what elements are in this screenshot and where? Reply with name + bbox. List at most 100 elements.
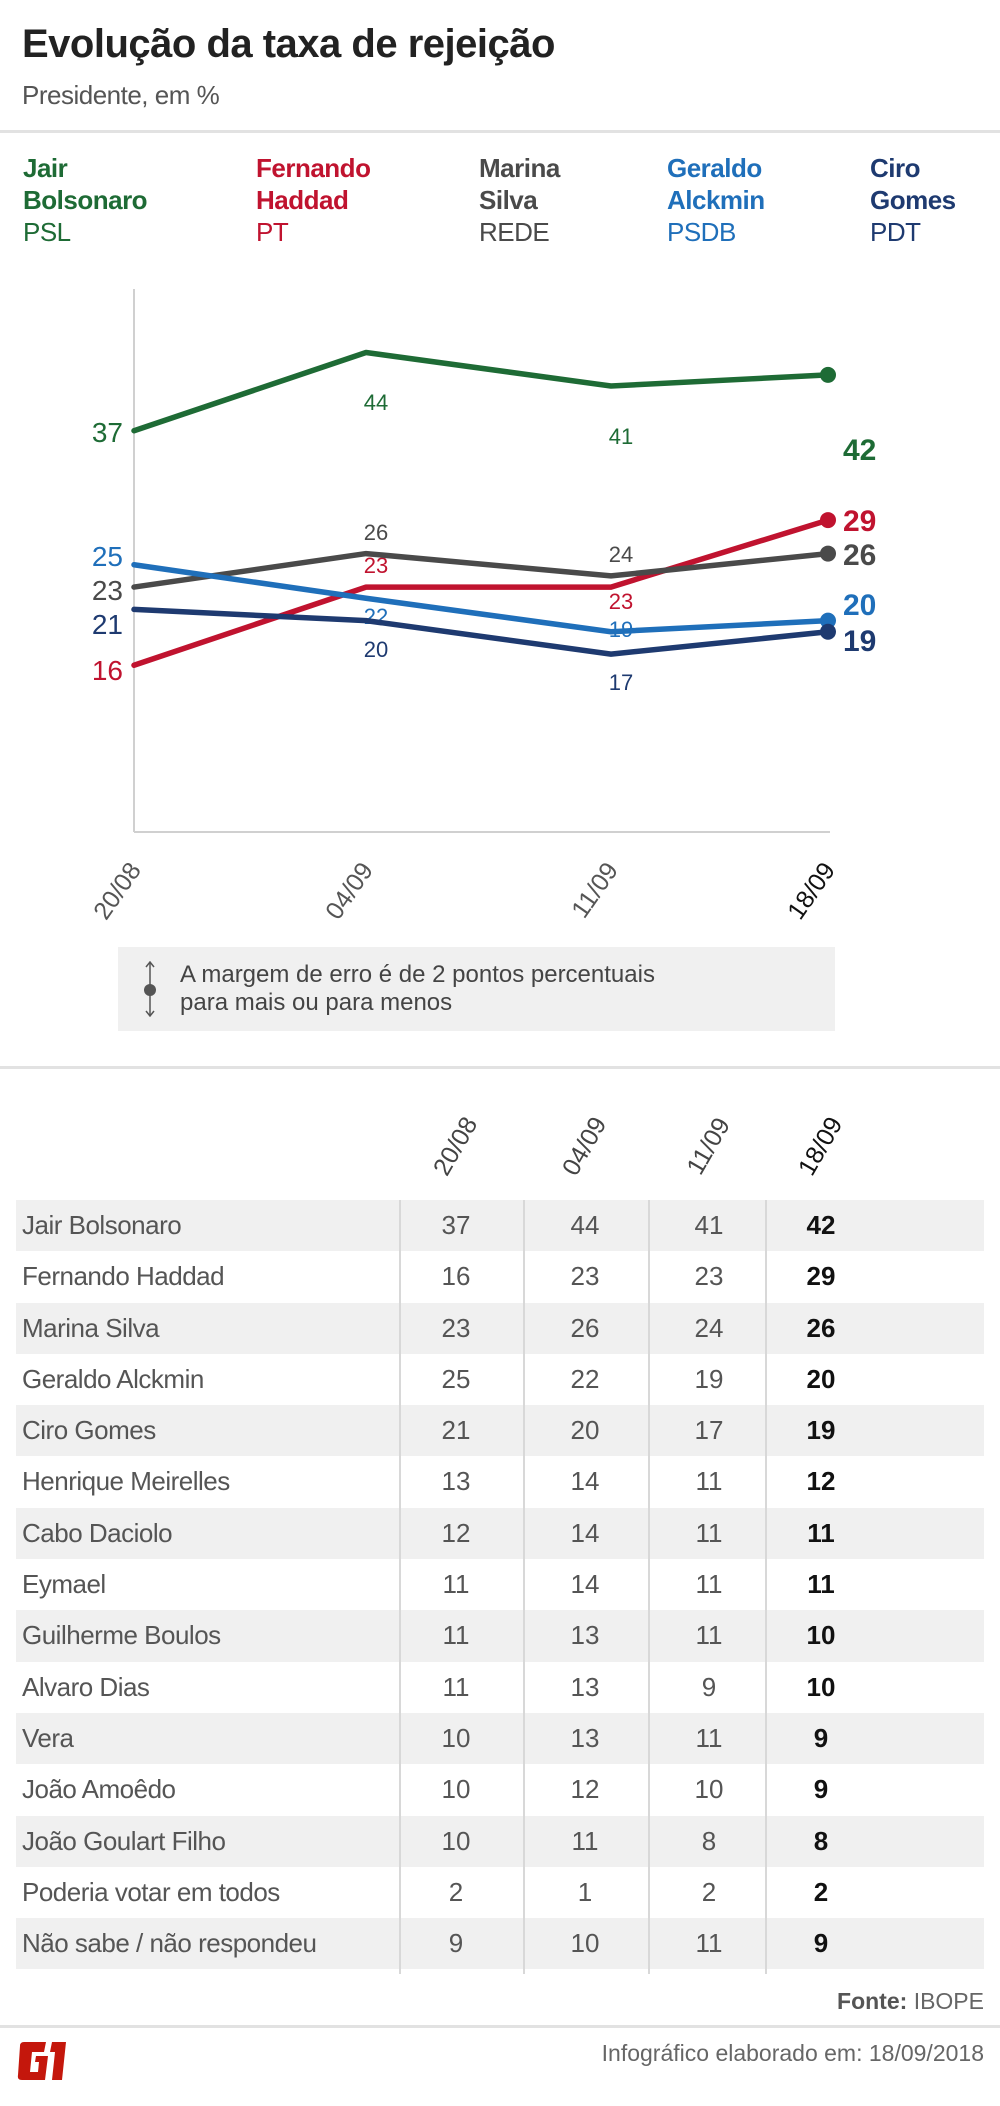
cell-value: 11 bbox=[695, 1466, 723, 1497]
data-label: 24 bbox=[609, 542, 633, 567]
cell-value: 9 bbox=[813, 1774, 829, 1805]
column-divider bbox=[648, 1200, 650, 1974]
margin-of-error-note: A margem de erro é de 2 pontos percentua… bbox=[118, 947, 835, 1031]
legend-party: PDT bbox=[870, 217, 921, 247]
table-row: Cabo Daciolo 12 14 11 11 bbox=[16, 1507, 984, 1560]
cell-value: 9 bbox=[813, 1928, 829, 1959]
data-label: 41 bbox=[609, 424, 633, 449]
row-name: Poderia votar em todos bbox=[22, 1876, 280, 1907]
cell-value: 17 bbox=[694, 1415, 724, 1446]
cell-value: 26 bbox=[806, 1312, 836, 1343]
cell-value: 19 bbox=[806, 1415, 836, 1446]
data-label: 21 bbox=[92, 609, 123, 640]
cell-value: 20 bbox=[806, 1363, 836, 1394]
legend-name: Marina Silva bbox=[479, 153, 560, 215]
data-label: 42 bbox=[843, 434, 876, 467]
series-line bbox=[131, 517, 831, 669]
x-tick-label: 18/09 bbox=[782, 857, 841, 924]
table-row: Vera 10 13 11 9 bbox=[16, 1712, 984, 1765]
source-label: Fonte: bbox=[837, 1988, 908, 2014]
legend-name: Jair Bolsonaro bbox=[23, 153, 148, 215]
cell-value: 19 bbox=[694, 1363, 724, 1394]
data-table: Jair Bolsonaro 37 44 41 42 Fernando Haddad 16 2… bbox=[16, 1200, 984, 1970]
cell-value: 25 bbox=[441, 1363, 471, 1394]
page-title: Evolução da taxa de rejeição bbox=[22, 22, 555, 66]
cell-value: 11 bbox=[442, 1569, 470, 1600]
end-point-marker bbox=[820, 612, 836, 629]
cell-value: 9 bbox=[813, 1722, 829, 1753]
cell-value: 11 bbox=[807, 1517, 835, 1548]
cell-value: 23 bbox=[570, 1261, 600, 1292]
table-row: Fernando Haddad 16 23 23 29 bbox=[16, 1251, 984, 1302]
cell-value: 12 bbox=[806, 1466, 836, 1497]
cell-value: 23 bbox=[694, 1261, 724, 1292]
data-label: 20 bbox=[843, 589, 876, 622]
series-line bbox=[131, 550, 831, 590]
cell-value: 14 bbox=[570, 1517, 600, 1548]
cell-value: 29 bbox=[806, 1261, 836, 1292]
x-tick-label: 11/09 bbox=[566, 857, 624, 923]
data-label: 26 bbox=[843, 539, 876, 572]
legend-item: Marina Silva REDE bbox=[479, 152, 669, 248]
divider bbox=[0, 2025, 1000, 2028]
cell-value: 11 bbox=[695, 1722, 723, 1753]
data-label: 25 bbox=[92, 541, 123, 572]
end-point-marker bbox=[820, 545, 836, 562]
data-label: 17 bbox=[609, 670, 633, 695]
x-tick-label: 20/08 bbox=[88, 857, 147, 924]
row-name: Geraldo Alckmin bbox=[22, 1363, 204, 1394]
cell-value: 11 bbox=[442, 1620, 470, 1651]
legend-party: REDE bbox=[479, 217, 550, 247]
cell-value: 11 bbox=[695, 1928, 723, 1959]
cell-value: 2 bbox=[813, 1876, 829, 1907]
table-row: Guilherme Boulos 11 13 11 10 bbox=[16, 1610, 984, 1662]
column-header: 18/09 bbox=[792, 1112, 849, 1181]
cell-value: 26 bbox=[570, 1312, 600, 1343]
cell-value: 9 bbox=[448, 1928, 464, 1959]
cell-value: 10 bbox=[570, 1928, 600, 1959]
row-name: João Amoêdo bbox=[22, 1774, 176, 1805]
error-margin-icon bbox=[144, 961, 156, 1017]
cell-value: 8 bbox=[701, 1825, 717, 1856]
column-divider bbox=[765, 1200, 767, 1974]
table-row: Poderia votar em todos 2 1 2 2 bbox=[16, 1867, 984, 1918]
column-header: 11/09 bbox=[681, 1112, 736, 1180]
cell-value: 41 bbox=[694, 1210, 724, 1240]
cell-value: 37 bbox=[441, 1210, 471, 1240]
divider bbox=[0, 130, 1000, 133]
table-row: Não sabe / não respondeu 9 10 11 9 bbox=[16, 1918, 984, 1970]
end-point-marker bbox=[820, 366, 836, 383]
data-label: 37 bbox=[92, 417, 123, 448]
cell-value: 11 bbox=[695, 1620, 723, 1651]
cell-value: 13 bbox=[570, 1620, 600, 1651]
column-divider bbox=[399, 1200, 401, 1974]
cell-value: 14 bbox=[570, 1466, 600, 1497]
data-label: 20 bbox=[364, 637, 388, 662]
row-name: Marina Silva bbox=[22, 1312, 160, 1343]
series-line bbox=[131, 349, 831, 434]
table-row: Ciro Gomes 21 20 17 19 bbox=[16, 1405, 984, 1457]
cell-value: 12 bbox=[441, 1517, 471, 1548]
cell-value: 11 bbox=[695, 1517, 723, 1548]
cell-value: 11 bbox=[571, 1825, 599, 1856]
row-name: Não sabe / não respondeu bbox=[22, 1928, 317, 1959]
cell-value: 10 bbox=[806, 1620, 836, 1651]
cell-value: 11 bbox=[442, 1671, 470, 1702]
row-name: Cabo Daciolo bbox=[22, 1517, 173, 1548]
data-label: 16 bbox=[92, 655, 123, 686]
table-row: Geraldo Alckmin 25 22 19 20 bbox=[16, 1354, 984, 1405]
cell-value: 13 bbox=[570, 1671, 600, 1702]
cell-value: 10 bbox=[441, 1774, 471, 1805]
table-row: Marina Silva 23 26 24 26 bbox=[16, 1302, 984, 1354]
series-line bbox=[131, 606, 831, 657]
cell-value: 13 bbox=[441, 1466, 471, 1497]
data-label: 44 bbox=[364, 390, 388, 415]
cell-value: 10 bbox=[441, 1825, 471, 1856]
g1-logo bbox=[17, 2042, 66, 2080]
data-label: 23 bbox=[92, 575, 123, 606]
table-row: João Goulart Filho 10 11 8 8 bbox=[16, 1815, 984, 1867]
column-header: 20/08 bbox=[427, 1112, 484, 1181]
column-divider bbox=[523, 1200, 525, 1974]
cell-value: 11 bbox=[695, 1569, 723, 1600]
